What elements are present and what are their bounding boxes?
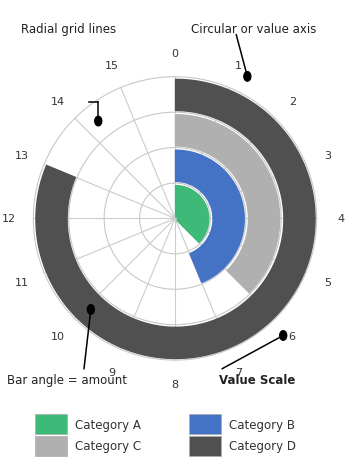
Text: Category B: Category B <box>229 417 295 431</box>
Text: Radial grid lines: Radial grid lines <box>21 23 116 36</box>
Text: Bar angle = amount: Bar angle = amount <box>7 374 127 387</box>
Text: Category A: Category A <box>75 417 141 431</box>
Text: Value Scale: Value Scale <box>219 374 295 387</box>
Text: Category C: Category C <box>75 439 141 453</box>
Text: Circular or value axis: Circular or value axis <box>191 23 316 36</box>
Text: Category D: Category D <box>229 439 296 453</box>
